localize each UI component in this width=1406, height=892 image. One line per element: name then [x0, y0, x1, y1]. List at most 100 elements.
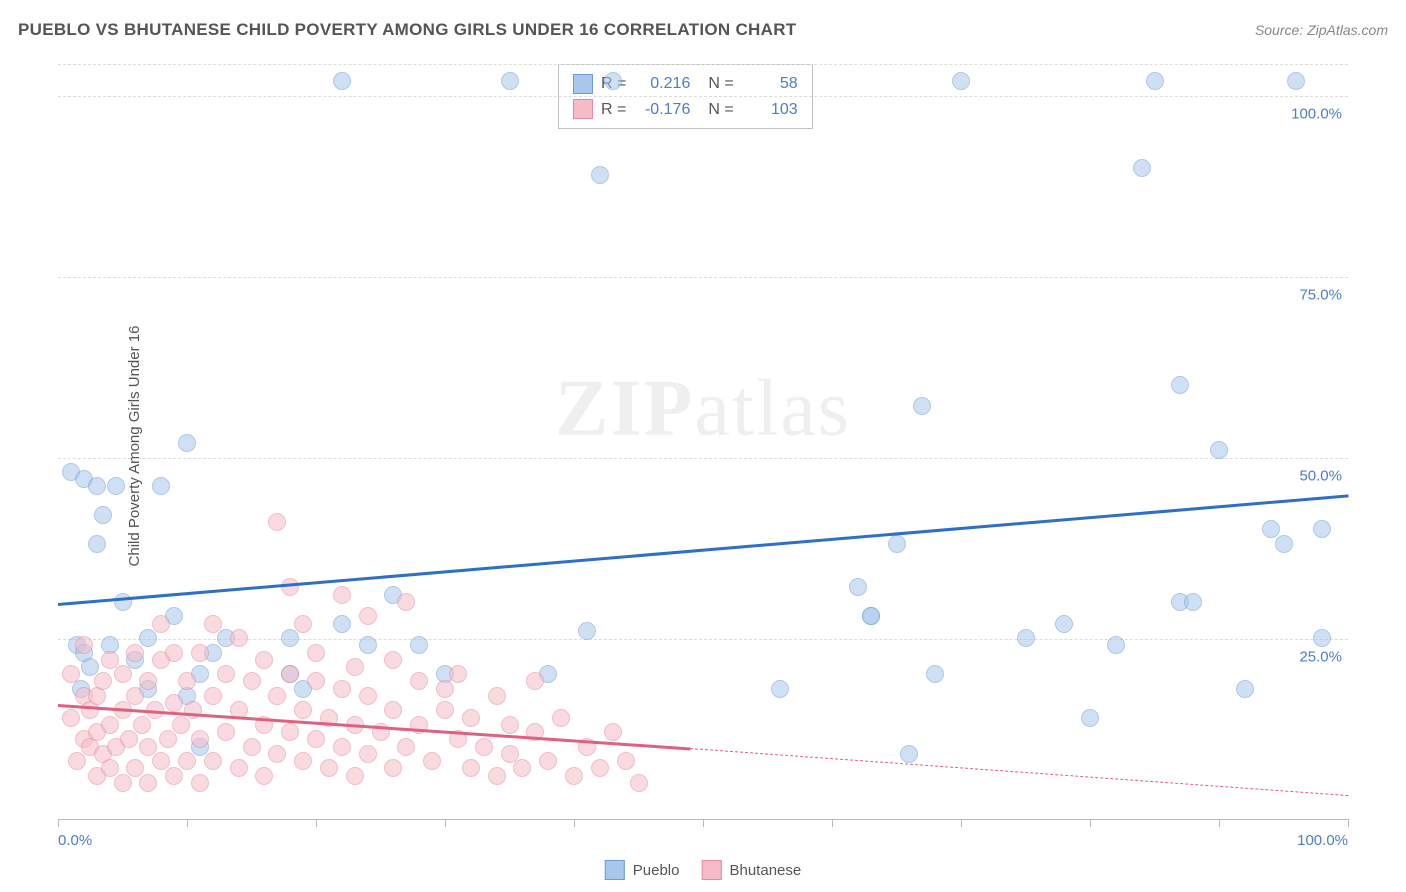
scatter-point-bhutanese	[178, 752, 196, 770]
r-label: R =	[601, 97, 626, 123]
scatter-point-pueblo	[578, 622, 596, 640]
scatter-point-bhutanese	[462, 709, 480, 727]
scatter-point-bhutanese	[475, 738, 493, 756]
x-tick	[316, 819, 317, 827]
scatter-point-bhutanese	[526, 672, 544, 690]
scatter-point-bhutanese	[630, 774, 648, 792]
scatter-point-pueblo	[1107, 636, 1125, 654]
scatter-point-bhutanese	[230, 629, 248, 647]
scatter-point-bhutanese	[255, 767, 273, 785]
r-value: -0.176	[634, 97, 690, 123]
x-tick	[445, 819, 446, 827]
scatter-point-bhutanese	[281, 665, 299, 683]
scatter-point-bhutanese	[591, 759, 609, 777]
scatter-point-pueblo	[281, 629, 299, 647]
x-tick	[703, 819, 704, 827]
scatter-point-pueblo	[1133, 159, 1151, 177]
scatter-point-bhutanese	[268, 745, 286, 763]
scatter-point-bhutanese	[320, 759, 338, 777]
scatter-point-bhutanese	[217, 723, 235, 741]
scatter-point-pueblo	[926, 665, 944, 683]
scatter-point-bhutanese	[165, 644, 183, 662]
scatter-point-pueblo	[333, 72, 351, 90]
scatter-point-pueblo	[178, 434, 196, 452]
swatch-bhutanese	[701, 860, 721, 880]
scatter-point-pueblo	[1275, 535, 1293, 553]
scatter-point-pueblo	[114, 593, 132, 611]
scatter-point-pueblo	[81, 658, 99, 676]
n-value: 58	[742, 71, 798, 97]
scatter-point-bhutanese	[384, 701, 402, 719]
scatter-point-bhutanese	[333, 586, 351, 604]
scatter-point-bhutanese	[139, 672, 157, 690]
scatter-point-pueblo	[94, 506, 112, 524]
scatter-point-bhutanese	[449, 665, 467, 683]
scatter-point-bhutanese	[152, 752, 170, 770]
x-tick	[574, 819, 575, 827]
scatter-point-pueblo	[107, 477, 125, 495]
swatch-pueblo	[573, 74, 593, 94]
scatter-point-pueblo	[913, 397, 931, 415]
scatter-point-pueblo	[862, 607, 880, 625]
scatter-point-bhutanese	[294, 701, 312, 719]
scatter-point-bhutanese	[126, 644, 144, 662]
scatter-point-bhutanese	[204, 687, 222, 705]
scatter-point-bhutanese	[159, 730, 177, 748]
scatter-point-bhutanese	[75, 636, 93, 654]
scatter-point-bhutanese	[281, 723, 299, 741]
x-tick-label: 0.0%	[58, 832, 92, 849]
scatter-point-bhutanese	[346, 658, 364, 676]
scatter-point-bhutanese	[359, 687, 377, 705]
n-label: N =	[708, 71, 733, 97]
series-legend: Pueblo Bhutanese	[605, 860, 801, 880]
scatter-point-pueblo	[1055, 615, 1073, 633]
scatter-point-pueblo	[849, 578, 867, 596]
grid-line	[58, 639, 1348, 640]
scatter-point-bhutanese	[307, 644, 325, 662]
legend-label: Bhutanese	[729, 862, 801, 879]
trend-line	[58, 494, 1348, 606]
scatter-point-bhutanese	[617, 752, 635, 770]
scatter-point-bhutanese	[268, 687, 286, 705]
scatter-point-bhutanese	[139, 774, 157, 792]
scatter-point-bhutanese	[359, 607, 377, 625]
n-value: 103	[742, 97, 798, 123]
scatter-point-bhutanese	[165, 767, 183, 785]
scatter-point-pueblo	[1210, 441, 1228, 459]
scatter-point-pueblo	[591, 166, 609, 184]
scatter-point-bhutanese	[152, 615, 170, 633]
scatter-point-pueblo	[152, 477, 170, 495]
n-label: N =	[708, 97, 733, 123]
scatter-point-pueblo	[1081, 709, 1099, 727]
scatter-point-bhutanese	[243, 672, 261, 690]
x-tick	[1219, 819, 1220, 827]
scatter-point-bhutanese	[120, 730, 138, 748]
scatter-point-bhutanese	[488, 687, 506, 705]
scatter-point-bhutanese	[230, 759, 248, 777]
x-tick	[961, 819, 962, 827]
scatter-point-bhutanese	[62, 709, 80, 727]
scatter-point-bhutanese	[217, 665, 235, 683]
y-tick-label: 25.0%	[1299, 649, 1342, 666]
scatter-point-bhutanese	[397, 593, 415, 611]
scatter-point-pueblo	[771, 680, 789, 698]
scatter-point-pueblo	[359, 636, 377, 654]
scatter-point-bhutanese	[178, 672, 196, 690]
x-tick	[58, 819, 59, 827]
scatter-point-bhutanese	[565, 767, 583, 785]
scatter-point-pueblo	[1287, 72, 1305, 90]
scatter-point-bhutanese	[126, 759, 144, 777]
scatter-point-pueblo	[88, 535, 106, 553]
legend-label: Pueblo	[633, 862, 680, 879]
scatter-point-bhutanese	[114, 774, 132, 792]
scatter-point-bhutanese	[436, 680, 454, 698]
scatter-point-pueblo	[1313, 520, 1331, 538]
x-tick	[187, 819, 188, 827]
swatch-bhutanese	[573, 99, 593, 119]
x-tick-label: 100.0%	[1297, 832, 1348, 849]
watermark-part2: atlas	[694, 365, 851, 453]
scatter-point-bhutanese	[384, 651, 402, 669]
scatter-point-pueblo	[1171, 376, 1189, 394]
scatter-point-bhutanese	[268, 513, 286, 531]
scatter-point-bhutanese	[255, 651, 273, 669]
